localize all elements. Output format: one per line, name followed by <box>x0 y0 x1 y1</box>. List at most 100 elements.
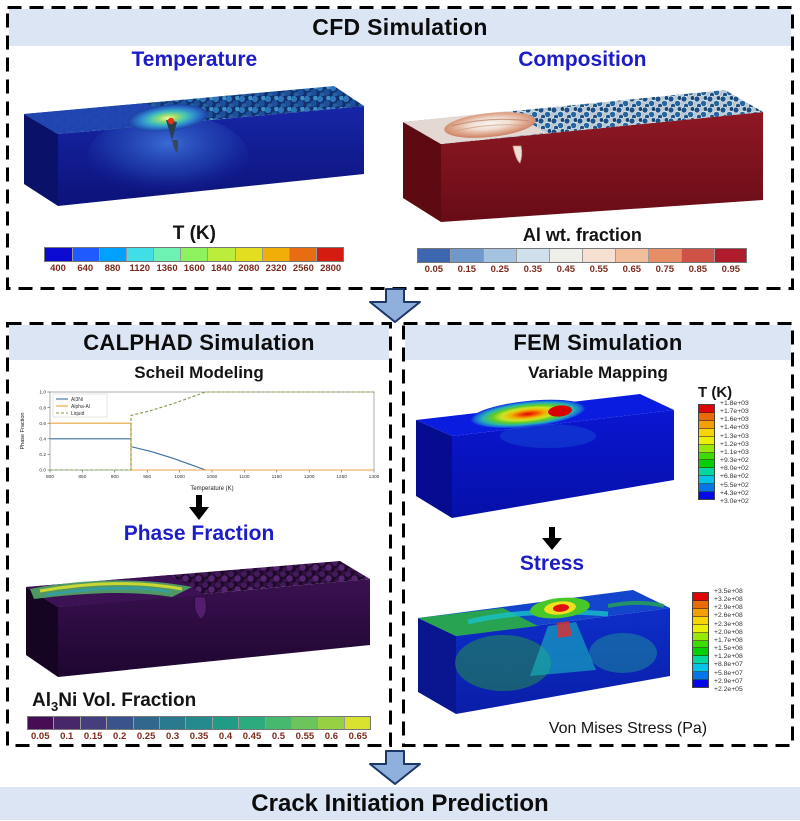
temperature-render <box>24 86 365 206</box>
colorbar-tick: 0.45 <box>556 264 576 275</box>
colorbar-segment <box>699 412 714 421</box>
colorbar-label: +5.8e+07 <box>714 669 743 677</box>
svg-text:0.0: 0.0 <box>39 468 46 474</box>
colorbar-label: +3.2e+08 <box>714 596 743 604</box>
colorbar-label: +1.8e+03 <box>720 400 749 407</box>
simulations-to-prediction-arrow <box>367 750 423 791</box>
fem-temperature-colorbar-labels: +1.8e+03 +1.7e+03 +1.6e+03 +1.4e+03 +1.3e+03… <box>720 400 749 505</box>
colorbar-segment <box>239 716 266 729</box>
colorbar-segment <box>693 608 708 617</box>
fem-temperature-colorbar: T (K) +1.8e+03 +1.7e+03 +1.6e+03 +1.4e+03 +1… <box>684 384 788 505</box>
colorbar-segment <box>582 249 616 262</box>
svg-text:1300: 1300 <box>369 474 380 480</box>
colorbar-label: +9.3e+02 <box>720 457 749 465</box>
composition-column: Composition <box>377 46 788 275</box>
down-arrow-icon <box>369 750 421 785</box>
composition-colorbar-title: Al wt. fraction <box>522 225 642 245</box>
fem-panel: FEM Simulation Variable Mapping <box>402 322 794 747</box>
scheil-plot: 800 850 900 950 1000 1050 1100 1150 1200 1250 1300… <box>20 390 380 492</box>
colorbar-segment <box>699 468 714 477</box>
colorbar-tick: 0.05 <box>30 730 50 742</box>
svg-text:Liquid: Liquid <box>71 411 85 417</box>
colorbar-segment <box>451 249 485 262</box>
temperature-colorbar: T (K) 400 640 880 1120 1360 1600 1840 2080 2320 2… <box>44 223 345 274</box>
colorbar-tick: 1120 <box>129 263 151 274</box>
colorbar-segment <box>615 249 649 262</box>
colorbar-segment <box>317 248 344 261</box>
calphad-down-arrow-icon <box>189 495 209 520</box>
colorbar-tick: 0.35 <box>523 264 543 275</box>
colorbar-segment <box>517 249 550 262</box>
colorbar-segment <box>133 716 160 729</box>
svg-text:800: 800 <box>46 474 54 480</box>
colorbar-tick: 1360 <box>156 263 178 274</box>
colorbar-label: +1.1e+03 <box>720 448 749 456</box>
colorbar-label: +1.7e+08 <box>714 636 743 644</box>
colorbar-segment <box>99 248 127 261</box>
colorbar-tick: 0.5 <box>271 730 286 742</box>
colorbar-segment <box>693 656 708 665</box>
colorbar-tick: 0.55 <box>589 264 609 275</box>
svg-text:900: 900 <box>111 474 119 480</box>
svg-text:Al3Ni: Al3Ni <box>71 397 83 403</box>
phase-fraction-render <box>26 561 370 677</box>
colorbar-segment <box>693 664 708 673</box>
svg-text:1.0: 1.0 <box>39 390 46 396</box>
temperature-colorbar-ticks: 400 640 880 1120 1360 1600 1840 2080 2320 2560 280… <box>44 263 344 274</box>
colorbar-tick: 2320 <box>265 263 287 274</box>
vol-fraction-colorbar-ticks: 0.05 0.1 0.15 0.2 0.25 0.3 0.35 0.4 0.45 0.5 0.55 0… <box>27 731 371 742</box>
fem-stress-colorbar-labels: +3.5e+08 +3.2e+08 +2.9e+08 +2.6e+08 +2.3e+08… <box>714 588 743 693</box>
colorbar-label: +4.3e+02 <box>720 489 749 497</box>
temperature-column: Temperature <box>12 46 377 275</box>
temperature-colorbar-gradient <box>44 247 345 262</box>
colorbar-segment <box>549 249 583 262</box>
vol-fraction-colorbar: 0.05 0.1 0.15 0.2 0.25 0.3 0.35 0.4 0.45 0.5 0.55 0… <box>27 715 371 742</box>
svg-text:0.6: 0.6 <box>39 421 46 427</box>
colorbar-segment <box>265 716 292 729</box>
colorbar-tick: 0.3 <box>165 730 180 742</box>
svg-text:950: 950 <box>143 474 151 480</box>
svg-text:1150: 1150 <box>272 474 283 480</box>
colorbar-tick: 0.1 <box>60 730 74 742</box>
colorbar-segment <box>681 249 715 262</box>
colorbar-segment <box>699 436 714 445</box>
colorbar-label: +1.4e+03 <box>720 424 749 432</box>
crack-prediction-title: Crack Initiation Prediction <box>251 789 549 817</box>
variable-mapping-title: Variable Mapping <box>528 363 668 382</box>
crack-prediction-bar: Crack Initiation Prediction <box>0 787 800 820</box>
cfd-panel: CFD Simulation Temperature <box>6 6 794 290</box>
svg-text:Temperature (K): Temperature (K) <box>190 486 233 492</box>
composition-colorbar-gradient <box>417 248 748 263</box>
colorbar-segment <box>54 716 81 729</box>
down-arrow-icon <box>369 288 421 323</box>
cfd-to-simulations-arrow <box>367 288 423 329</box>
composition-render <box>402 90 763 222</box>
colorbar-label: +5.5e+02 <box>720 481 749 489</box>
colorbar-segment <box>699 492 714 500</box>
colorbar-tick: 640 <box>77 263 94 274</box>
colorbar-tick: 0.65 <box>348 730 368 742</box>
colorbar-segment <box>693 680 708 688</box>
colorbar-label: +3.5e+08 <box>714 588 743 595</box>
colorbar-segment <box>107 716 134 729</box>
colorbar-segment <box>693 672 708 681</box>
svg-text:Alpha-Al: Alpha-Al <box>71 404 90 410</box>
colorbar-segment <box>714 249 747 262</box>
colorbar-tick: 880 <box>104 263 121 274</box>
temperature-colorbar-title: T (K) <box>172 223 216 244</box>
colorbar-label: +2.3e+08 <box>714 620 743 628</box>
colorbar-tick: 0.25 <box>490 264 510 275</box>
colorbar-tick: 0.85 <box>688 264 708 275</box>
svg-text:0.2: 0.2 <box>39 452 46 458</box>
colorbar-label: +1.5e+08 <box>714 645 743 653</box>
colorbar-segment <box>699 405 714 413</box>
colorbar-segment <box>693 600 708 609</box>
colorbar-tick: 0.95 <box>721 264 741 275</box>
colorbar-tick: 0.55 <box>295 730 315 742</box>
colorbar-segment <box>28 716 55 729</box>
colorbar-segment <box>693 624 708 633</box>
colorbar-tick: 1600 <box>183 263 205 274</box>
colorbar-label: +1.2e+03 <box>720 440 749 448</box>
colorbar-segment <box>699 428 714 437</box>
